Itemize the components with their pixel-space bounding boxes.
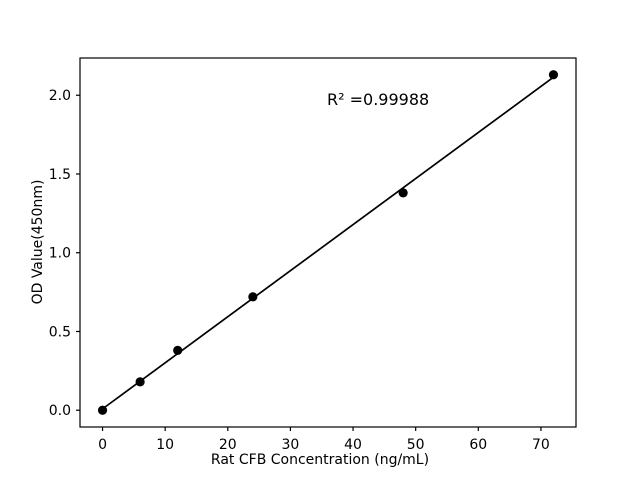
y-tick-label: 1.5 bbox=[49, 167, 71, 183]
x-tick-label: 10 bbox=[156, 437, 174, 453]
y-axis-label: OD Value(450nm) bbox=[30, 179, 46, 305]
data-point bbox=[548, 70, 559, 80]
x-tick-label: 70 bbox=[532, 437, 550, 453]
x-tick-label: 50 bbox=[407, 437, 425, 453]
y-tick-label: 0.5 bbox=[49, 324, 71, 340]
x-axis-label: Rat CFB Concentration (ng/mL) bbox=[210, 452, 430, 468]
axes-frame bbox=[79, 57, 577, 428]
x-tick-label: 30 bbox=[282, 437, 300, 453]
x-tick-label: 0 bbox=[98, 437, 107, 453]
y-tick-label: 1.0 bbox=[49, 246, 71, 262]
data-point bbox=[248, 292, 258, 302]
x-tick-label: 20 bbox=[219, 437, 237, 453]
data-point bbox=[173, 345, 183, 355]
fit-line bbox=[102, 76, 554, 410]
x-tick-label: 60 bbox=[469, 437, 487, 453]
data-point bbox=[398, 188, 408, 198]
data-point bbox=[135, 377, 145, 387]
y-tick-label: 0.0 bbox=[49, 403, 71, 419]
data-point bbox=[97, 405, 108, 415]
r-squared-annotation: R² =0.99988 bbox=[327, 90, 430, 109]
y-tick-label: 2.0 bbox=[49, 88, 71, 104]
x-tick-label: 40 bbox=[344, 437, 362, 453]
